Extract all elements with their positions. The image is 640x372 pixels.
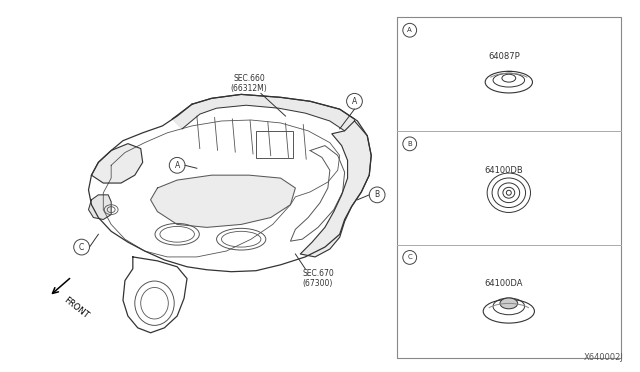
Polygon shape [150,175,296,227]
Text: 64087P: 64087P [488,52,520,61]
Text: C: C [79,243,84,251]
Text: 64100DB: 64100DB [484,166,524,174]
Text: B: B [407,141,412,147]
Polygon shape [88,195,111,219]
Text: 64100DA: 64100DA [484,279,523,288]
Text: SEC.660
(66312M): SEC.660 (66312M) [230,74,268,93]
Text: X640002J: X640002J [584,353,623,362]
Polygon shape [88,94,371,272]
Bar [256,131,293,158]
Text: SEC.670
(67300): SEC.670 (67300) [302,269,334,288]
Polygon shape [300,121,371,257]
Polygon shape [123,257,187,333]
Ellipse shape [500,298,518,309]
Text: A: A [175,161,180,170]
Text: C: C [407,254,412,260]
Text: FRONT: FRONT [61,296,90,321]
Polygon shape [92,144,143,183]
Text: B: B [374,190,380,199]
Bar [397,17,621,358]
Polygon shape [172,94,355,131]
Text: A: A [407,27,412,33]
Text: A: A [352,97,357,106]
